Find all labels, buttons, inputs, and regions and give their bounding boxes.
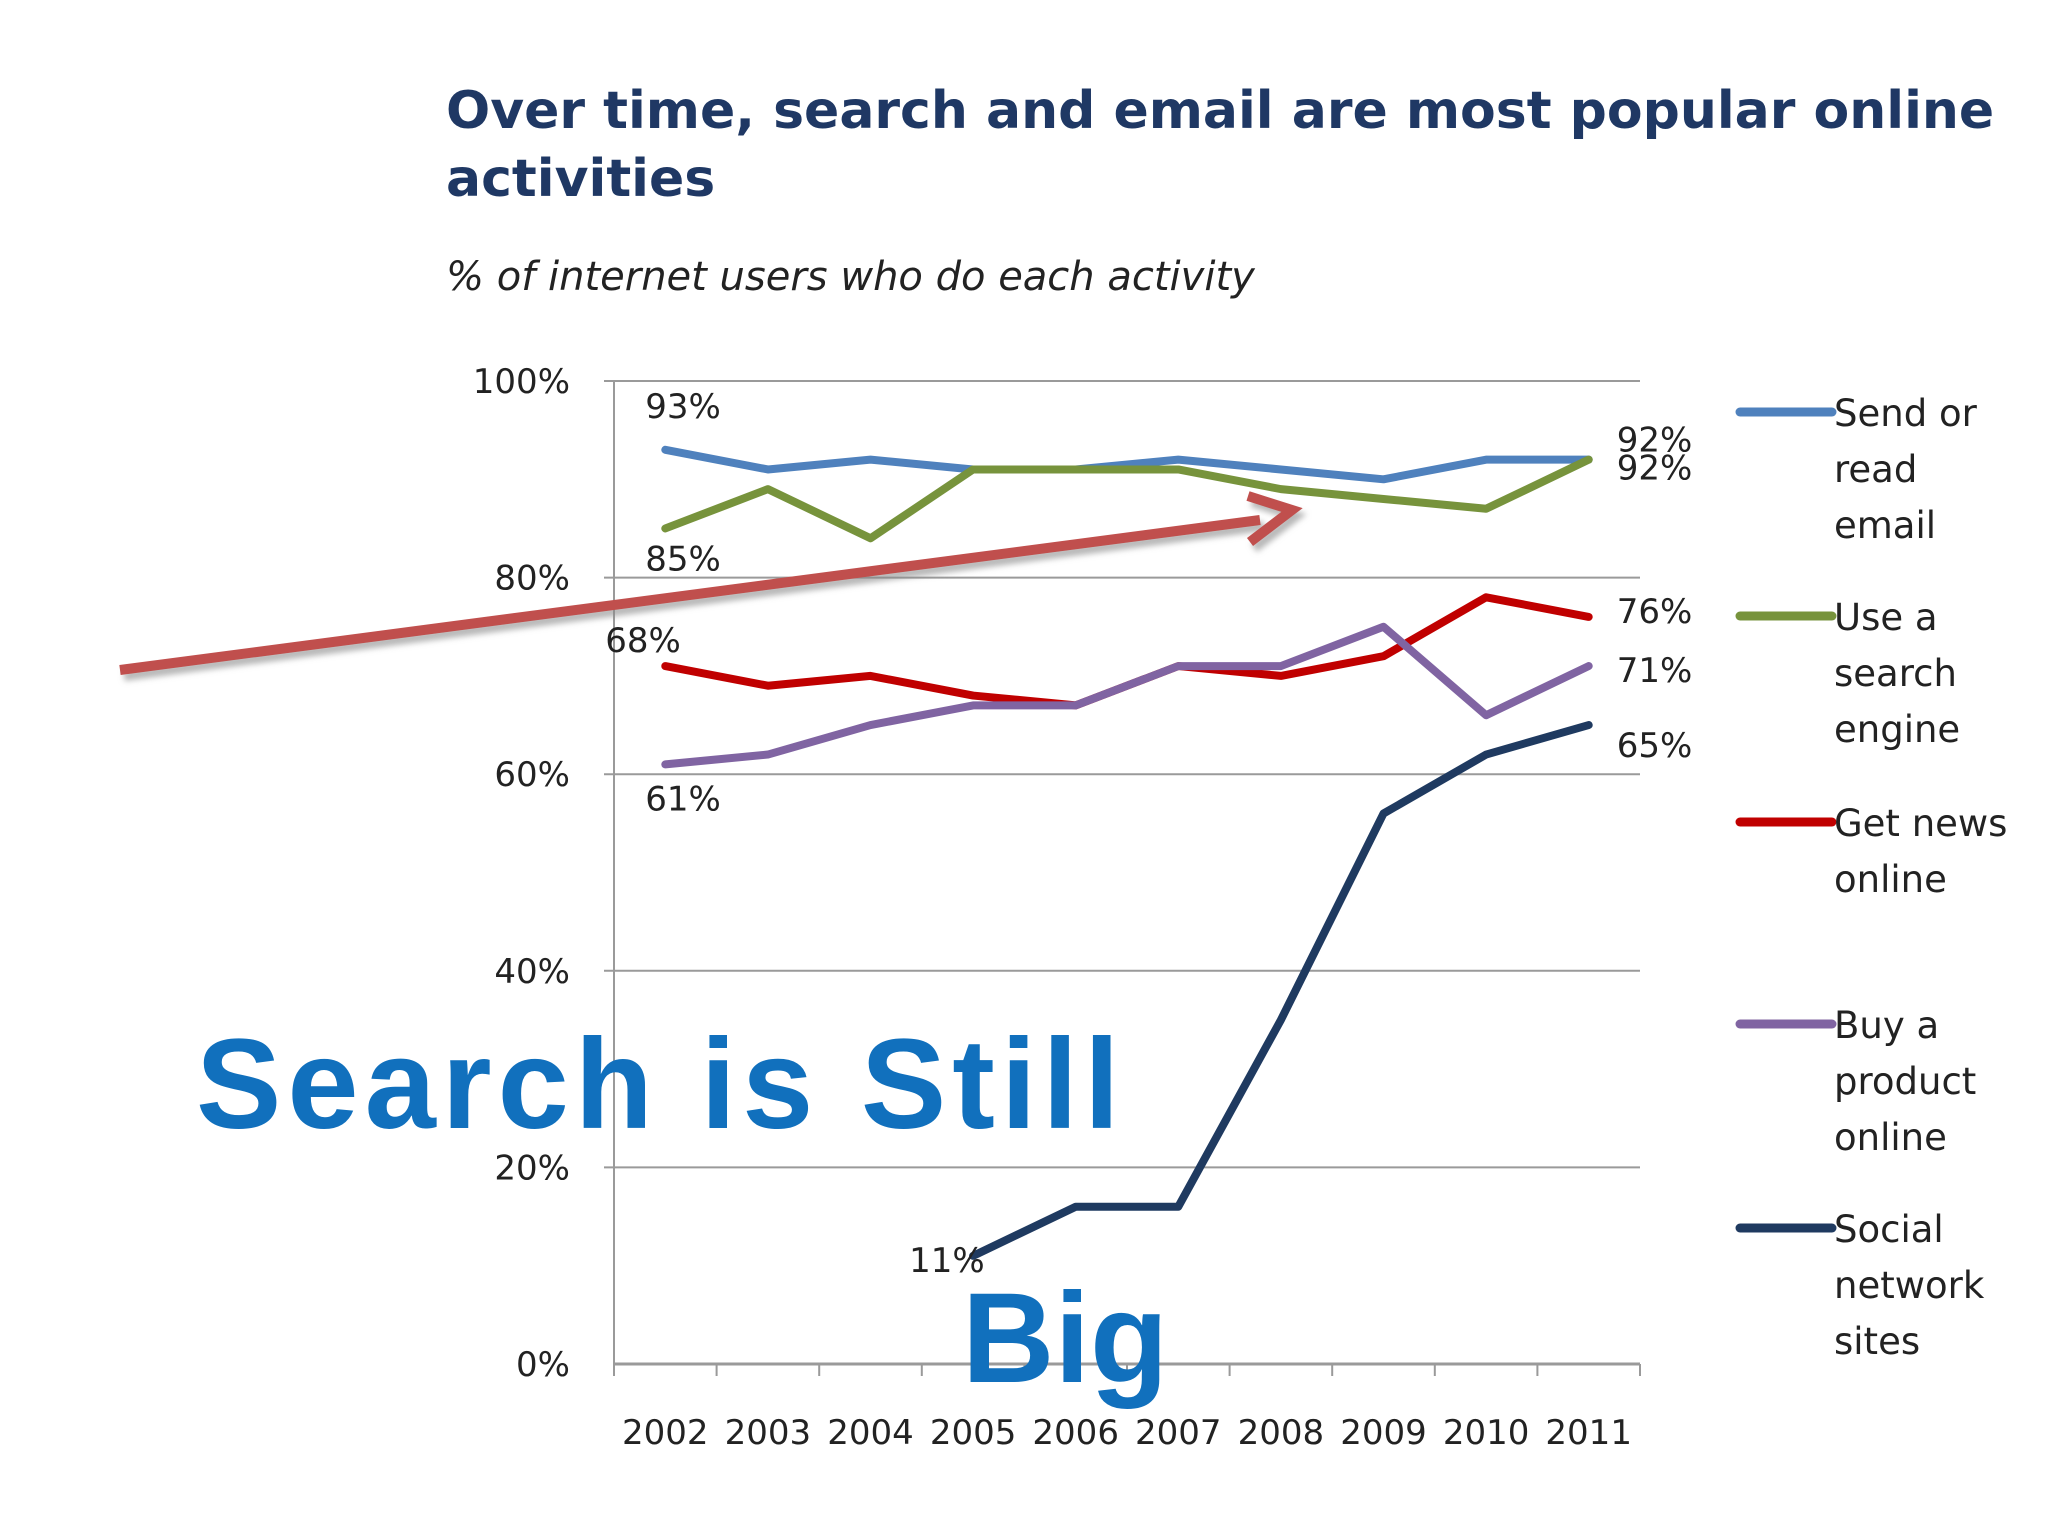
data-label: 65%: [1617, 726, 1693, 766]
data-label: 92%: [1617, 449, 1693, 489]
legend-label: Use a: [1834, 596, 1938, 639]
legend-entry: Social network sites: [1735, 1208, 1985, 1363]
legend-label: Social: [1834, 1208, 1944, 1251]
overlay-text-line-1: Search is Still: [196, 1013, 1126, 1156]
x-tick-label: 2009: [1340, 1413, 1427, 1453]
series-line: [661, 622, 1593, 769]
series-line: [661, 445, 1593, 484]
legend-entry: Use a search engine: [1735, 596, 1960, 751]
data-label: 68%: [605, 621, 681, 661]
data-label: 76%: [1617, 592, 1693, 632]
legend-label: online: [1834, 858, 1947, 901]
chart-title-line-2: activities: [446, 149, 715, 209]
y-axis-tick-labels: 100% 80% 60% 40% 20% 0%: [473, 362, 570, 1385]
legend-label: Get news: [1834, 802, 2007, 845]
x-tick-label: 2007: [1135, 1413, 1222, 1453]
data-label: 71%: [1617, 651, 1693, 691]
gridlines: [604, 380, 1640, 1169]
chart-title-line-1: Over time, search and email are most pop…: [446, 81, 1994, 141]
x-tick-label: 2010: [1443, 1413, 1530, 1453]
x-tick-label: 2003: [725, 1413, 812, 1453]
y-tick-label: 0%: [516, 1345, 570, 1385]
y-tick-label: 80%: [494, 559, 570, 599]
data-label: 93%: [645, 387, 721, 427]
x-tick-label: 2002: [622, 1413, 709, 1453]
arrow-shaft: [119, 515, 1261, 675]
arrow-head: [1246, 491, 1303, 546]
x-tick-label: 2004: [827, 1413, 914, 1453]
chart-subtitle: % of internet users who do each activity: [446, 254, 1256, 300]
y-tick-label: 60%: [494, 755, 570, 795]
legend-label: Buy a: [1834, 1004, 1939, 1047]
legend-label: read: [1834, 448, 1917, 491]
x-tick-label: 2006: [1032, 1413, 1119, 1453]
x-tick-label: 2005: [930, 1413, 1017, 1453]
legend-entry: Send or read email: [1735, 392, 1978, 547]
legend-label: sites: [1834, 1320, 1920, 1363]
y-tick-label: 40%: [494, 952, 570, 992]
legend: Send or read email Use a search engine Get new…: [1735, 392, 2007, 1363]
data-label: 92%: [1617, 421, 1693, 461]
y-tick-label: 20%: [494, 1148, 570, 1188]
series-line: [969, 721, 1593, 1260]
legend-entry: Buy a product online: [1735, 1004, 1976, 1159]
legend-entry: Get news online: [1735, 802, 2007, 901]
legend-label: engine: [1834, 708, 1960, 751]
axes: [613, 381, 1641, 1376]
legend-label: network: [1834, 1264, 1985, 1307]
series-lines: [661, 445, 1593, 1260]
legend-label: online: [1834, 1116, 1947, 1159]
x-axis-tick-labels: 2002 2003 2004 2005 2006 2007 2008 2009 2010 2011: [622, 1413, 1632, 1453]
legend-label: email: [1834, 504, 1936, 547]
data-label: 85%: [645, 539, 721, 579]
x-tick-label: 2008: [1238, 1413, 1325, 1453]
annotation-arrow: [119, 491, 1303, 675]
y-tick-label: 100%: [473, 362, 570, 402]
data-label: 11%: [909, 1241, 985, 1281]
series-line: [661, 455, 1593, 543]
legend-label: Send or: [1834, 392, 1978, 435]
data-labels: 93% 85% 68% 61% 11% 92%92% 76% 71% 65%: [605, 387, 1692, 1281]
legend-label: product: [1834, 1060, 1976, 1103]
data-label: 61%: [645, 779, 721, 819]
overlay-text-line-2: Big: [962, 1267, 1168, 1410]
legend-label: search: [1834, 652, 1957, 695]
x-tick-label: 2011: [1545, 1413, 1632, 1453]
